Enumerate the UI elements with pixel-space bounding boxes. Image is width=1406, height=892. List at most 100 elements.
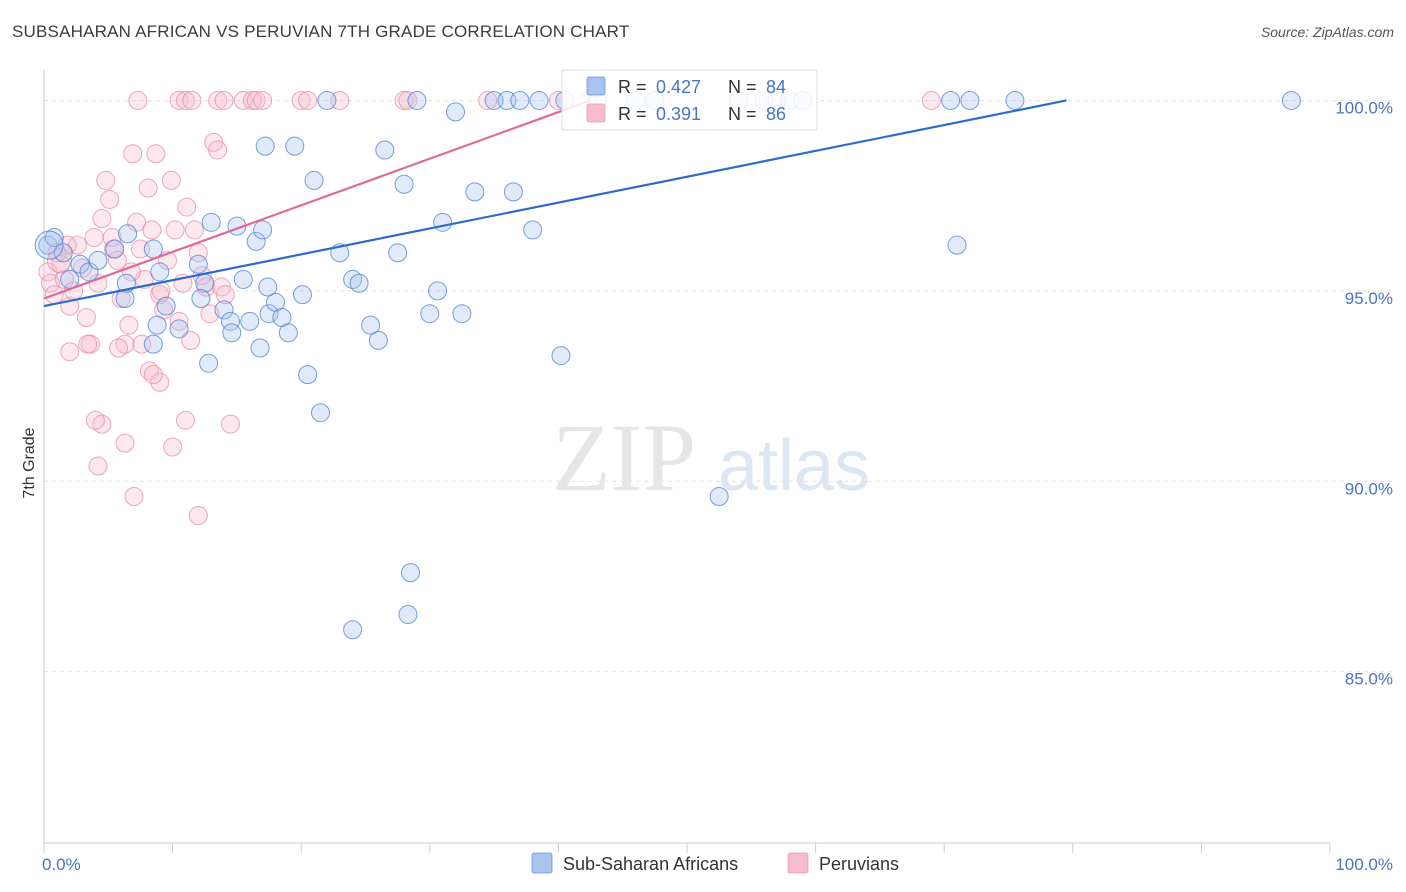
y-tick-label: 95.0% xyxy=(1345,289,1393,308)
stats-r-label-blue: R = xyxy=(618,77,647,97)
point-sub-saharan xyxy=(709,486,729,506)
point-peruvians xyxy=(253,90,273,110)
series-peruvians xyxy=(38,90,941,526)
legend-swatch-sub-saharan xyxy=(531,852,553,874)
point-sub-saharan xyxy=(258,277,278,297)
x-tick-label-max: 100.0% xyxy=(1335,855,1393,874)
point-sub-saharan xyxy=(523,220,543,240)
point-sub-saharan xyxy=(310,403,330,423)
point-sub-saharan xyxy=(510,90,530,110)
point-peruvians xyxy=(161,170,181,190)
legend-label-sub-saharan: Sub-Saharan Africans xyxy=(563,854,738,874)
point-peruvians xyxy=(215,285,235,305)
point-sub-saharan xyxy=(398,605,418,625)
point-peruvians xyxy=(85,410,105,430)
point-peruvians xyxy=(124,486,144,506)
point-sub-saharan xyxy=(147,315,167,335)
point-peruvians xyxy=(208,90,228,110)
x-tick-label-min: 0.0% xyxy=(42,855,81,874)
point-sub-saharan xyxy=(465,182,485,202)
stats-swatch-blue xyxy=(586,76,606,96)
watermark-atlas: atlas xyxy=(718,426,870,506)
point-sub-saharan xyxy=(407,90,427,110)
stats-n-label-blue: N = xyxy=(728,77,757,97)
trend-lines xyxy=(43,99,1067,308)
point-peruvians xyxy=(921,90,941,110)
point-sub-saharan xyxy=(349,273,369,293)
point-sub-saharan xyxy=(433,212,453,232)
point-sub-saharan xyxy=(304,170,324,190)
point-peruvians xyxy=(169,311,189,331)
point-peruvians xyxy=(182,90,202,110)
point-sub-saharan xyxy=(150,262,170,282)
point-sub-saharan xyxy=(401,563,421,583)
point-peruvians xyxy=(88,456,108,476)
point-sub-saharan xyxy=(105,239,125,259)
point-sub-saharan xyxy=(298,365,318,385)
stats-r-label-pink: R = xyxy=(618,104,647,124)
point-peruvians xyxy=(123,144,143,164)
point-peruvians xyxy=(115,433,135,453)
y-axis-label: 7th Grade xyxy=(21,427,38,498)
point-sub-saharan xyxy=(201,212,221,232)
point-peruvians xyxy=(246,90,266,110)
point-peruvians xyxy=(298,90,318,110)
point-peruvians xyxy=(181,330,201,350)
point-sub-saharan xyxy=(375,140,395,160)
point-peruvians xyxy=(142,220,162,240)
point-peruvians xyxy=(175,410,195,430)
series-sub-saharan-africans xyxy=(34,90,1301,640)
point-sub-saharan xyxy=(529,90,549,110)
point-sub-saharan xyxy=(255,136,275,156)
bottom-legend: Sub-Saharan Africans Peruvians xyxy=(531,852,899,874)
point-sub-saharan xyxy=(156,296,176,316)
y-tick-label: 85.0% xyxy=(1345,670,1393,689)
stats-n-value-pink: 86 xyxy=(766,104,786,124)
point-sub-saharan xyxy=(259,304,279,324)
point-sub-saharan xyxy=(44,228,64,248)
point-sub-saharan xyxy=(143,334,163,354)
point-sub-saharan xyxy=(253,220,273,240)
point-peruvians xyxy=(76,308,96,328)
point-peruvians xyxy=(175,90,195,110)
point-peruvians xyxy=(291,90,311,110)
chart-title: SUBSAHARAN AFRICAN VS PERUVIAN 7TH GRADE… xyxy=(12,22,630,41)
point-sub-saharan xyxy=(143,239,163,259)
point-peruvians xyxy=(478,90,498,110)
axes xyxy=(43,70,1331,853)
point-sub-saharan xyxy=(246,231,266,251)
stats-n-label-pink: N = xyxy=(728,104,757,124)
point-peruvians xyxy=(60,342,80,362)
point-sub-saharan xyxy=(292,285,312,305)
point-peruvians xyxy=(96,170,116,190)
point-peruvians xyxy=(220,414,240,434)
chart-source: Source: ZipAtlas.com xyxy=(1260,24,1394,40)
point-sub-saharan xyxy=(428,281,448,301)
trend-line-sub-saharan xyxy=(43,99,1067,308)
y-tick-label: 100.0% xyxy=(1335,98,1393,117)
point-peruvians xyxy=(143,365,163,385)
stats-r-value-blue: 0.427 xyxy=(656,77,701,97)
point-sub-saharan xyxy=(34,230,64,260)
stats-swatch-pink xyxy=(586,103,606,123)
stats-r-value-pink: 0.391 xyxy=(656,104,701,124)
point-sub-saharan xyxy=(1005,90,1025,110)
watermark-zip: ZIP xyxy=(552,404,696,511)
point-sub-saharan xyxy=(960,90,980,110)
point-sub-saharan xyxy=(233,269,253,289)
point-peruvians xyxy=(107,250,127,270)
point-peruvians xyxy=(184,220,204,240)
point-peruvians xyxy=(128,90,148,110)
point-sub-saharan xyxy=(118,224,138,244)
point-sub-saharan xyxy=(240,311,260,331)
point-sub-saharan xyxy=(285,136,305,156)
point-peruvians xyxy=(208,140,228,160)
point-peruvians xyxy=(109,338,129,358)
point-sub-saharan xyxy=(503,182,523,202)
point-sub-saharan xyxy=(941,90,961,110)
point-sub-saharan xyxy=(394,174,414,194)
point-peruvians xyxy=(51,254,71,274)
point-peruvians xyxy=(92,209,112,229)
point-peruvians xyxy=(146,144,166,164)
